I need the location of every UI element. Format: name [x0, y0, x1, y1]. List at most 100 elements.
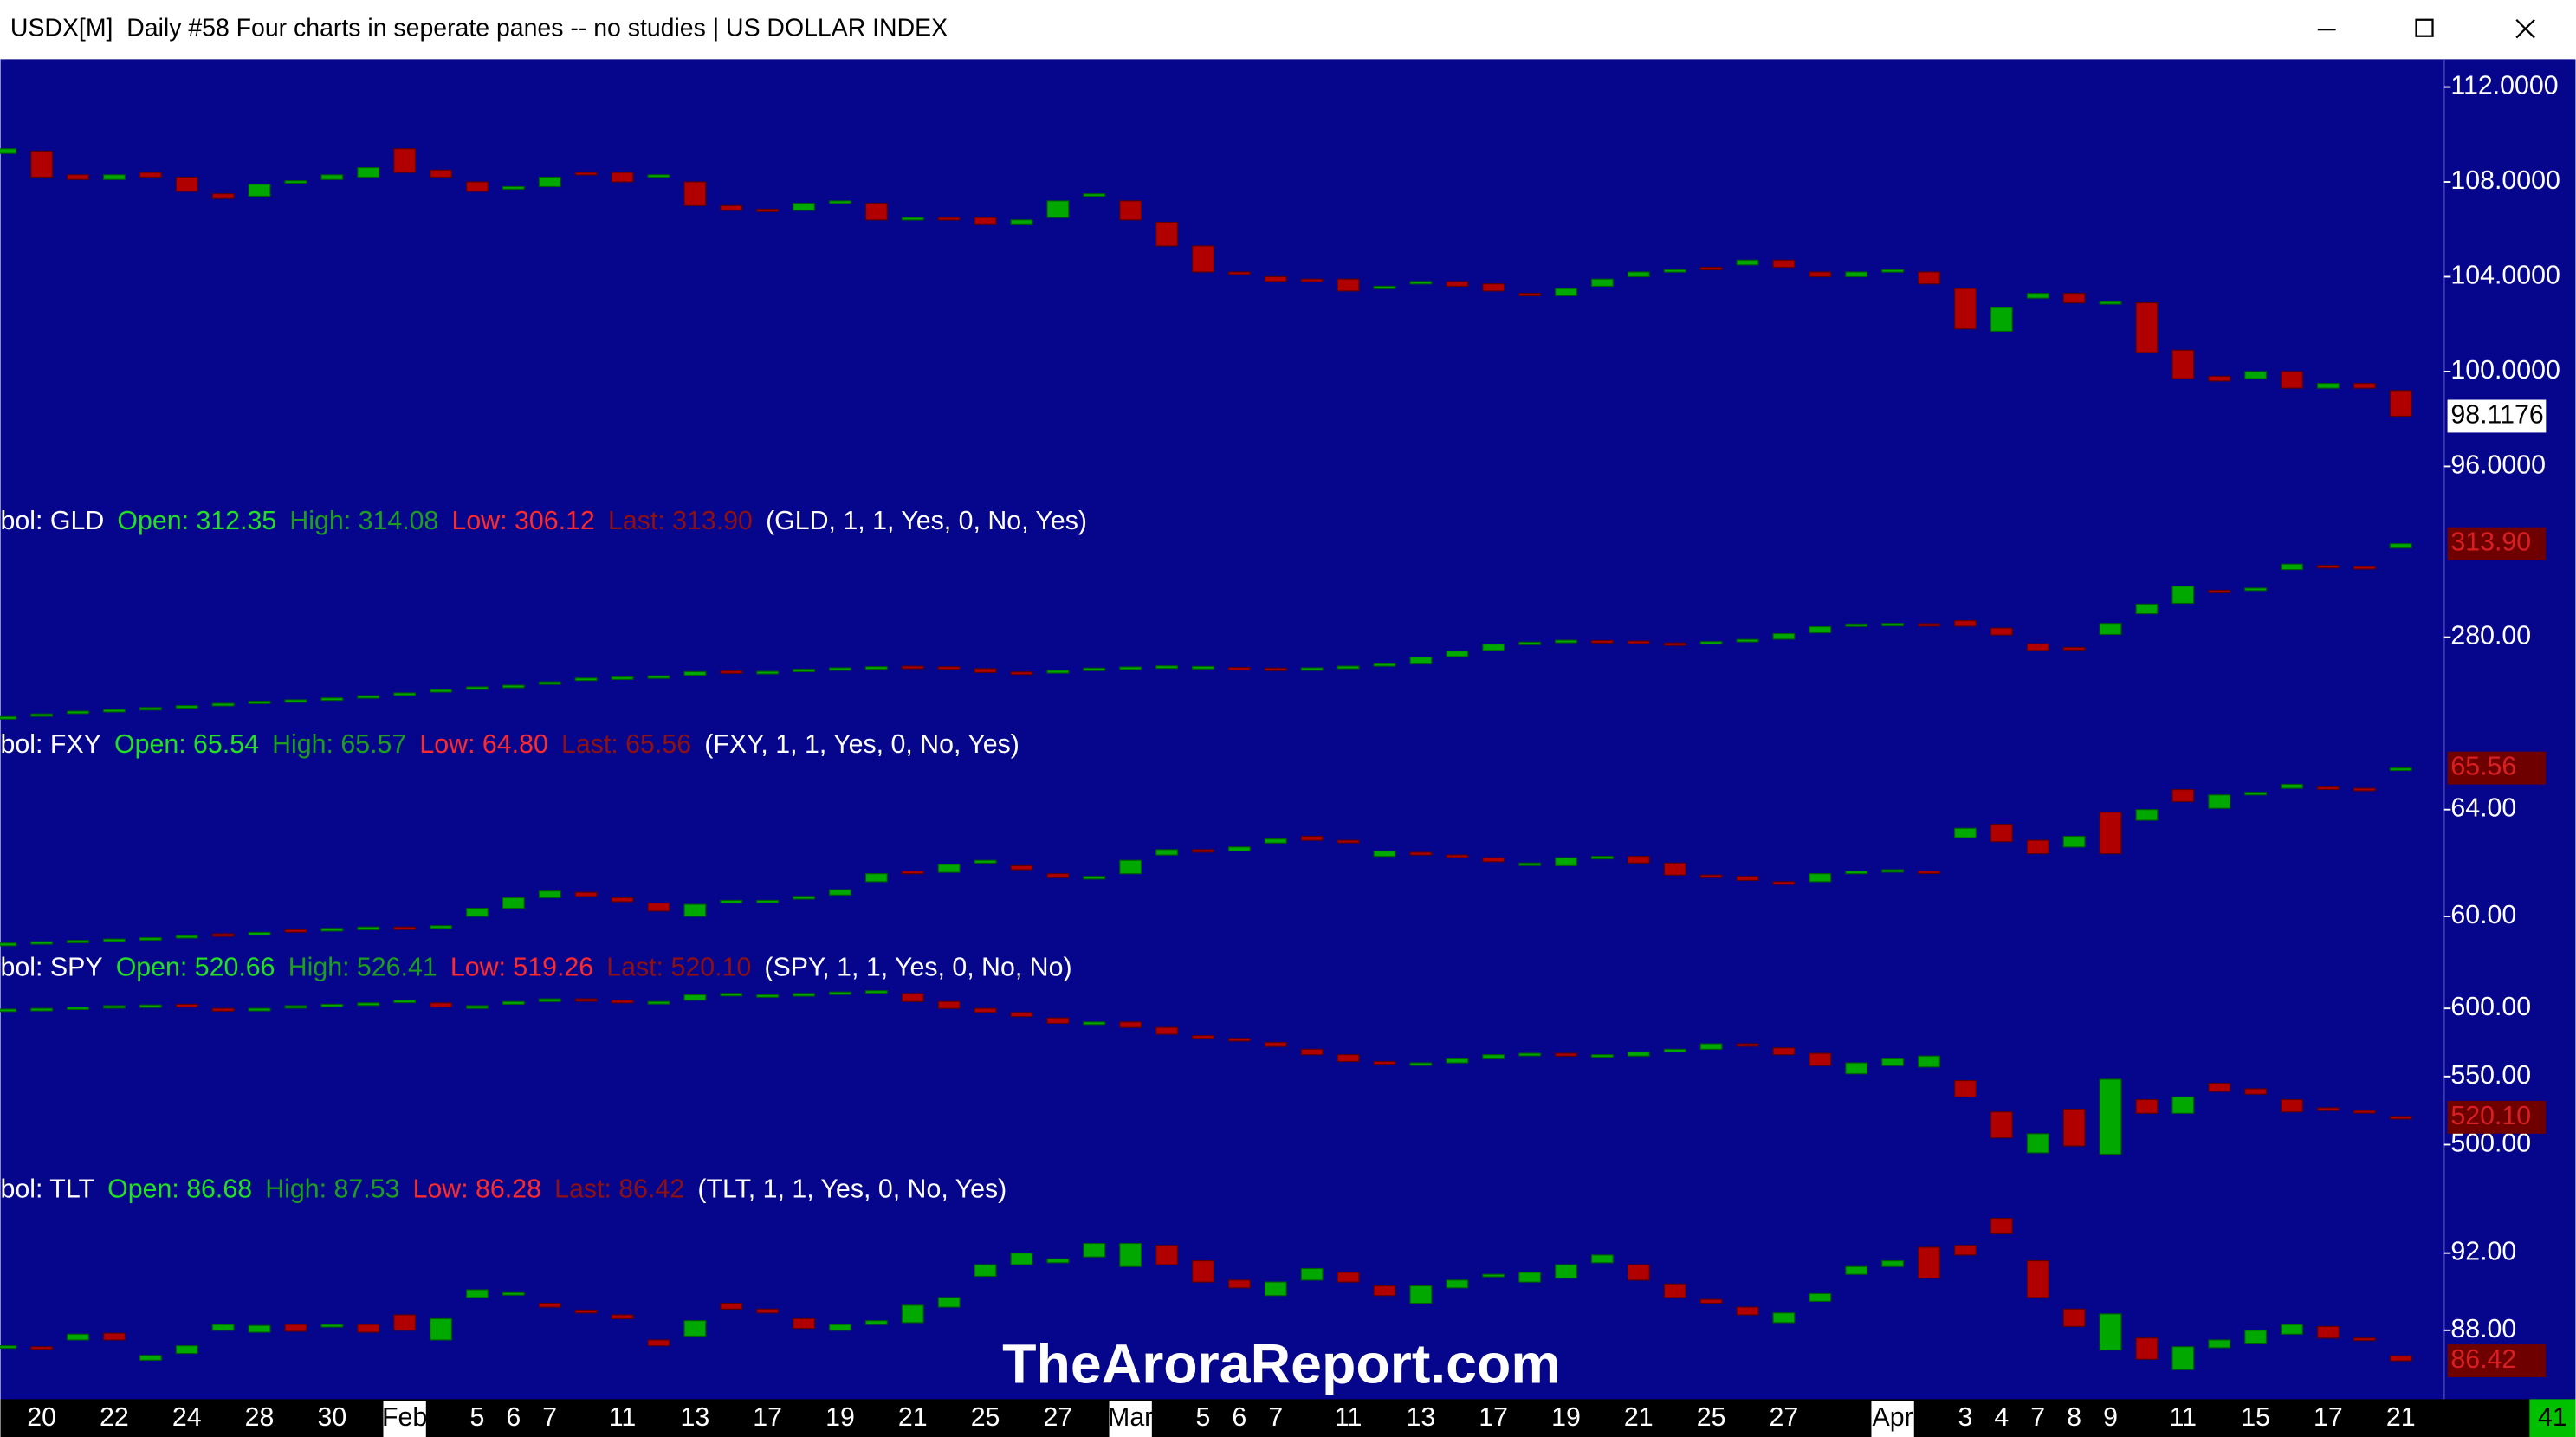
- x-tick-label: 11: [1335, 1403, 1362, 1432]
- candle-down: [1373, 1060, 1396, 1065]
- x-tick-label: 3: [1958, 1403, 1972, 1432]
- last-price-box: [2447, 399, 2547, 433]
- candle-up: [2135, 603, 2159, 615]
- header-params: (FXY, 1, 1, Yes, 0, No, Yes): [704, 730, 1019, 759]
- candle-down: [430, 1002, 452, 1008]
- y-tick-label: 500.00: [2450, 1129, 2531, 1157]
- candle-up: [502, 185, 525, 190]
- candle-down: [1699, 874, 1723, 878]
- candle-down: [1809, 271, 1832, 278]
- candle-down: [30, 1346, 54, 1350]
- candle-down: [756, 1308, 780, 1314]
- candle-up: [1264, 838, 1287, 844]
- x-tick-label: 7: [1268, 1403, 1283, 1432]
- header-high: High: 87.53: [265, 1175, 399, 1204]
- candle-up: [30, 941, 54, 945]
- candle-down: [647, 902, 670, 912]
- x-tick-label: Apr: [1873, 1403, 1913, 1432]
- candle-up: [1990, 307, 2013, 332]
- candle-up: [574, 677, 598, 682]
- x-tick-label: 7: [2030, 1403, 2045, 1432]
- candle-up: [2135, 809, 2159, 821]
- candle-up: [2099, 301, 2122, 305]
- candle-down: [1736, 876, 1759, 881]
- candle-up: [864, 1320, 888, 1325]
- candle-down: [538, 1303, 561, 1308]
- candle-up: [1881, 623, 1904, 627]
- header-low: Low: 306.12: [452, 507, 595, 535]
- candle-down: [466, 181, 489, 192]
- header-open: Open: 520.66: [116, 954, 275, 982]
- candle-down: [2062, 293, 2086, 304]
- close-button[interactable]: [2515, 18, 2535, 39]
- candle-up: [1482, 644, 1505, 651]
- candle-up: [1918, 1055, 1940, 1068]
- candle-up: [248, 700, 271, 704]
- candle-down: [430, 169, 452, 178]
- candle-up: [1192, 665, 1214, 670]
- candle-down: [901, 993, 924, 1002]
- candle-up: [2244, 371, 2268, 379]
- candle-up: [2208, 1339, 2231, 1349]
- candle-up: [0, 715, 17, 720]
- candle-up: [2208, 794, 2231, 809]
- candle-down: [1591, 639, 1614, 644]
- candle-up: [466, 1289, 489, 1298]
- candle-down: [1337, 278, 1360, 292]
- candle-down: [1555, 1052, 1577, 1057]
- candle-down: [2317, 786, 2340, 790]
- candle-up: [756, 670, 780, 675]
- candle-down: [901, 871, 924, 875]
- candle-up: [1409, 1285, 1433, 1304]
- candle-up: [1264, 1281, 1287, 1297]
- candle-down: [2389, 1355, 2412, 1362]
- candle-down: [864, 203, 888, 221]
- candle-up: [1809, 1292, 1832, 1302]
- header-symbol: bol: FXY: [1, 730, 101, 759]
- candle-up: [103, 1005, 126, 1009]
- candle-up: [2281, 563, 2303, 571]
- candle-up: [211, 702, 235, 707]
- candle-up: [248, 931, 271, 936]
- candle-up: [1881, 269, 1904, 273]
- candle-down: [30, 150, 54, 178]
- candle-up: [1881, 1058, 1904, 1066]
- x-tick-label: Feb: [382, 1403, 427, 1432]
- candle-down: [2208, 1083, 2231, 1092]
- candle-down: [1627, 856, 1650, 864]
- candle-down: [1192, 1260, 1214, 1283]
- candle-up: [284, 1005, 307, 1009]
- candle-up: [1699, 1043, 1723, 1050]
- candle-up: [1699, 641, 1723, 645]
- candle-up: [538, 681, 561, 685]
- candle-up: [901, 217, 924, 221]
- candle-up: [756, 899, 780, 903]
- candle-down: [720, 1303, 743, 1310]
- candle-down: [1264, 275, 1287, 282]
- candle-down: [1409, 851, 1433, 856]
- candle-up: [1954, 827, 1977, 838]
- maximize-button[interactable]: [2415, 18, 2434, 37]
- candle-up: [1555, 288, 1577, 296]
- candle-down: [2135, 302, 2159, 353]
- candle-up: [0, 1008, 17, 1013]
- candle-down: [574, 1309, 598, 1314]
- candle-up: [211, 1324, 235, 1331]
- candle-down: [2135, 1337, 2159, 1360]
- candle-down: [574, 891, 598, 897]
- x-tick-label: 17: [753, 1403, 782, 1432]
- candle-up: [502, 1291, 525, 1296]
- candle-down: [67, 174, 89, 180]
- candle-down: [647, 1339, 670, 1347]
- candle-down: [2208, 375, 2231, 382]
- candle-up: [2281, 783, 2303, 789]
- candle-up: [1518, 1052, 1541, 1057]
- candle-down: [2389, 1116, 2412, 1120]
- candle-up: [30, 1007, 54, 1012]
- candle-up: [1446, 1058, 1469, 1064]
- corner-box: [2529, 1399, 2576, 1437]
- candle-down: [2353, 383, 2376, 389]
- candle-up: [284, 180, 307, 184]
- candle-up: [937, 1297, 961, 1308]
- x-tick-label: 6: [1232, 1403, 1246, 1432]
